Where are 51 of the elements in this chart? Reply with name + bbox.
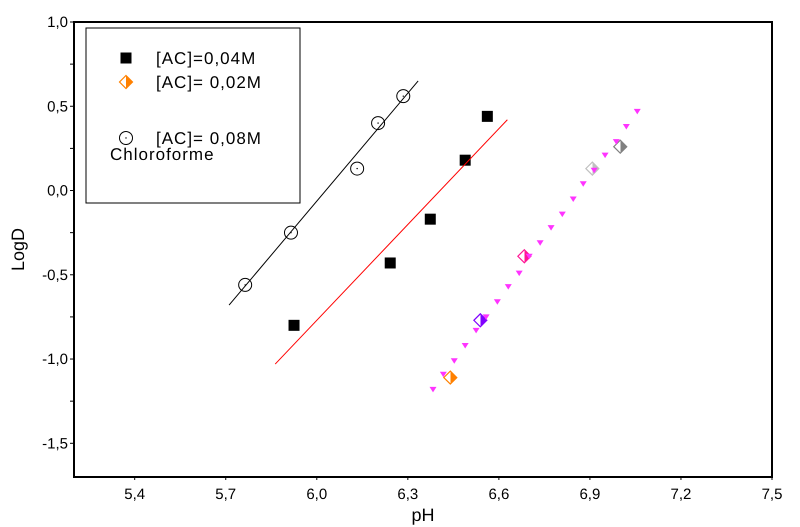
point [288, 320, 300, 331]
point [613, 140, 628, 154]
point [350, 162, 364, 176]
point [536, 240, 544, 246]
x-tick-label: 5,4 [124, 486, 146, 503]
point [602, 152, 609, 158]
point [612, 139, 620, 145]
x-axis-title: pH [411, 505, 435, 525]
point [430, 386, 437, 392]
point [440, 372, 447, 378]
point [238, 278, 252, 292]
point [473, 313, 488, 328]
point [504, 284, 512, 290]
point [494, 299, 501, 305]
x-tick-label: 7,5 [762, 486, 782, 503]
point [371, 116, 386, 130]
point [516, 270, 523, 276]
legend-label: [AC]= 0,08M [156, 129, 262, 148]
y-tick-label: -0,5 [42, 266, 68, 284]
point [460, 154, 471, 166]
y-tick-label: 0,0 [47, 182, 68, 200]
point [284, 226, 298, 240]
point [622, 124, 630, 130]
point [462, 343, 469, 349]
x-tick-label: 6,3 [397, 486, 418, 503]
point [482, 314, 490, 320]
point [472, 328, 480, 334]
point [424, 214, 436, 225]
point [548, 225, 555, 231]
point [558, 212, 566, 218]
point [634, 108, 641, 114]
point [526, 254, 533, 260]
x-tick-label: 7,2 [670, 486, 692, 503]
x-tick-label: 6,0 [306, 486, 328, 503]
legend-label: [AC]= 0,02M [156, 73, 262, 92]
x-tick-label: 6,9 [579, 486, 600, 503]
y-tick-label: -1,0 [42, 351, 68, 368]
point [384, 257, 396, 268]
point [396, 89, 410, 104]
point [482, 110, 493, 122]
x-tick-label: 6,6 [488, 486, 510, 503]
y-axis-title: LogD [8, 228, 28, 272]
point [443, 370, 458, 385]
x-tick-label: 5,7 [215, 486, 236, 503]
legend-label: [AC]=0,04M [156, 49, 256, 68]
y-tick-label: 1,0 [47, 14, 68, 31]
y-tick-label: -1,5 [42, 435, 68, 452]
point [570, 196, 577, 202]
point [450, 358, 458, 364]
y-tick-label: 0,5 [47, 98, 68, 116]
point [580, 181, 587, 187]
